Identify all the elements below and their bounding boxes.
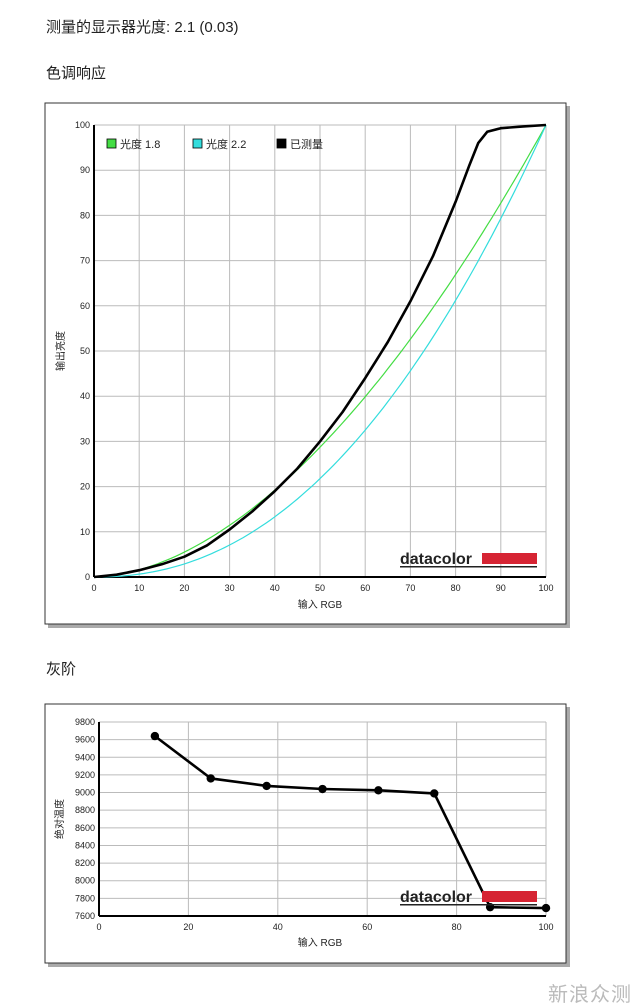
chart1-series (93, 123, 547, 579)
chart2-series (150, 731, 551, 913)
watermark: 新浪众测 (548, 982, 632, 1006)
chart1-y-tick-label: 30 (80, 436, 90, 446)
legend-swatch-2 (276, 138, 287, 149)
chart2-y-tick-label: 7600 (75, 911, 95, 921)
chart1-x-tick-label: 30 (225, 583, 235, 593)
chart2-series-line-0 (154, 735, 547, 910)
chart1-tick-labels: 0 10 20 30 40 50 60 70 80 90 100 0 10 20 30 40 50 60 70 80 9… (75, 120, 554, 593)
chart1-y-tick-label: 90 (80, 165, 90, 175)
chart1-series-line-2 (93, 123, 547, 579)
chart2-y-tick-label: 9000 (75, 788, 95, 798)
chart2-x-tick-label: 100 (538, 922, 553, 932)
chart2-data-point (541, 903, 551, 913)
chart2-x-tick-label: 20 (183, 922, 193, 932)
datacolor-logo-text: datacolor (400, 551, 472, 568)
chart2-y-tick-label: 8400 (75, 840, 95, 850)
chart1-y-tick-label: 20 (80, 482, 90, 492)
chart2-x-tick-label: 60 (362, 922, 372, 932)
chart1-x-tick-label: 100 (538, 583, 553, 593)
chart1-grid (93, 124, 547, 578)
chart2-tick-labels: 0 20 40 60 80 100 7600 7800 8000 8200 8400 8600 8800… (75, 717, 554, 932)
chart2-y-tick-label: 8000 (75, 876, 95, 886)
datacolor-logo-bar-2 (482, 891, 537, 902)
chart1-y-tick-label: 80 (80, 210, 90, 220)
chart2-grid (98, 721, 547, 917)
chart1-y-tick-label: 100 (75, 120, 90, 130)
chart2-data-point (206, 774, 215, 783)
chart2-y-tick-label: 8600 (75, 823, 95, 833)
datacolor-logo-bar (482, 553, 537, 564)
chart1-x-tick-label: 20 (179, 583, 189, 593)
chart2-y-axis-label: 绝对温度 (53, 799, 66, 839)
chart1-legend: 光度 1.8 光度 2.2 已测量 (106, 137, 323, 151)
grayscale-heading: 灰阶 (46, 661, 77, 678)
chart2-data-point (374, 786, 383, 795)
tone-response-chart: 0 10 20 30 40 50 60 70 80 90 100 0 10 20 30 40 50 60 70 80 9… (44, 102, 570, 628)
chart2-frame (44, 703, 567, 964)
chart1-x-tick-label: 0 (91, 583, 96, 593)
chart2-y-tick-label: 8800 (75, 805, 95, 815)
chart1-frame (44, 102, 567, 625)
chart2-data-point (485, 902, 495, 912)
chart1-y-tick-label: 60 (80, 301, 90, 311)
chart1-y-tick-label: 40 (80, 391, 90, 401)
legend-label-1: 光度 2.2 (206, 137, 246, 151)
chart1-y-tick-label: 10 (80, 527, 90, 537)
legend-swatch-1 (192, 138, 203, 149)
chart1-series-line-0 (93, 124, 547, 578)
datacolor-logo-underline-2 (400, 904, 537, 906)
chart2-y-tick-label: 9600 (75, 735, 95, 745)
chart1-y-tick-label: 50 (80, 346, 90, 356)
chart1-y-axis-label: 输出亮度 (54, 331, 67, 371)
legend-swatch-0 (106, 138, 117, 149)
chart2-y-tick-label: 9400 (75, 752, 95, 762)
chart2-x-tick-label: 80 (452, 922, 462, 932)
chart1-x-tick-label: 10 (134, 583, 144, 593)
chart2-y-tick-label: 7800 (75, 893, 95, 903)
legend-label-0: 光度 1.8 (120, 137, 160, 151)
chart2-data-point (150, 731, 160, 741)
chart1-x-tick-label: 40 (270, 583, 280, 593)
legend-label-2: 已测量 (290, 138, 323, 151)
chart2-y-tick-label: 9200 (75, 770, 95, 780)
chart1-x-tick-label: 80 (451, 583, 461, 593)
chart1-x-tick-label: 90 (496, 583, 506, 593)
gamma-measured-text: 测量的显示器光度: 2.1 (0.03) (46, 19, 239, 36)
datacolor-logo-underline (400, 566, 537, 568)
chart2-data-point (318, 784, 327, 794)
chart2-data-point (262, 781, 271, 791)
datacolor-logo-2: datacolor (400, 889, 537, 906)
chart2-x-tick-label: 0 (96, 922, 101, 932)
tone-response-heading: 色调响应 (46, 65, 107, 82)
chart1-x-tick-label: 60 (360, 583, 370, 593)
chart2-y-tick-label: 8200 (75, 858, 95, 868)
chart2-x-tick-label: 40 (273, 922, 283, 932)
chart2-y-tick-label: 9800 (75, 717, 95, 727)
chart1-x-tick-label: 70 (405, 583, 415, 593)
chart1-x-tick-label: 50 (315, 583, 325, 593)
chart2-shadow (48, 707, 570, 967)
chart1-series-line-1 (94, 124, 547, 578)
chart2-data-point (430, 789, 439, 798)
chart1-y-tick-label: 70 (80, 256, 90, 266)
datacolor-logo-text-2: datacolor (400, 889, 472, 906)
chart1-y-tick-label: 0 (85, 572, 90, 582)
datacolor-logo: datacolor (400, 551, 537, 568)
chart1-x-axis-label: 输入 RGB (298, 598, 343, 611)
chart2-x-axis-label: 输入 RGB (298, 936, 343, 949)
